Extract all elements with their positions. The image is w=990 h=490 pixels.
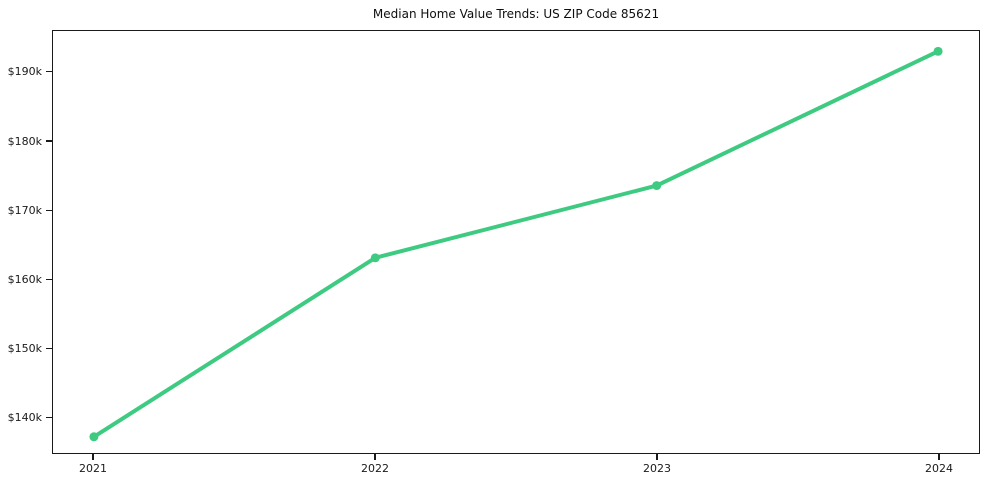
chart-title: Median Home Value Trends: US ZIP Code 85… (372, 7, 660, 21)
x-tick-mark (938, 454, 940, 460)
x-tick-label: 2022 (361, 462, 389, 475)
y-tick-label: $180k (7, 134, 42, 148)
x-tick-label: 2021 (79, 462, 107, 475)
y-tick-mark (46, 71, 52, 73)
data-point-2023 (652, 181, 662, 191)
y-tick-mark (46, 278, 52, 280)
trend-line (91, 49, 941, 439)
y-tick-label: $160k (7, 272, 42, 286)
line-chart-canvas (89, 46, 943, 442)
data-point-2022 (370, 253, 380, 263)
x-tick-mark (656, 454, 658, 460)
y-tick-label: $170k (7, 203, 42, 217)
x-tick-label: 2023 (643, 462, 671, 475)
data-point-2021 (89, 432, 99, 442)
x-tick-label: 2024 (925, 462, 953, 475)
y-tick-mark (46, 417, 52, 419)
y-tick-label: $140k (7, 411, 42, 425)
x-tick-mark (92, 454, 94, 460)
data-point-2024 (933, 46, 943, 56)
y-tick-label: $190k (7, 65, 42, 79)
y-tick-mark (46, 209, 52, 211)
y-tick-mark (46, 140, 52, 142)
plot-area (52, 30, 980, 454)
y-tick-label: $150k (7, 342, 42, 356)
y-tick-mark (46, 347, 52, 350)
x-tick-mark (374, 454, 376, 460)
